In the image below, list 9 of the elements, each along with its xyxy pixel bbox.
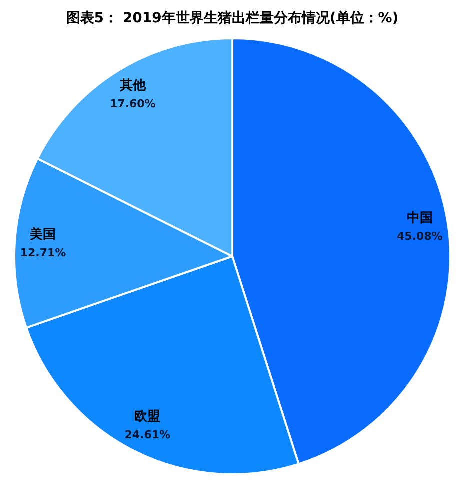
- slice-label: 中国: [406, 210, 433, 226]
- slice-label: 其他: [118, 78, 147, 94]
- data-label: 12.71%: [20, 246, 66, 260]
- data-label: 24.61%: [124, 428, 171, 442]
- data-label: 45.08%: [396, 230, 443, 243]
- slice-label: 美国: [29, 226, 56, 243]
- slice-label: 欧盟: [134, 410, 161, 425]
- data-label: 17.60%: [110, 98, 156, 111]
- chart-title: 图表5： 2019年世界生猪出栏量分布情况(单位：%): [66, 10, 399, 26]
